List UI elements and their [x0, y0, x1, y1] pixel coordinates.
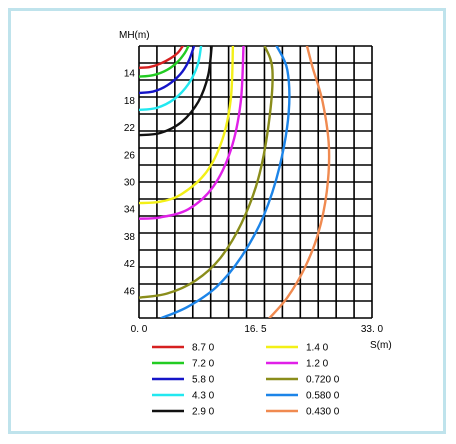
legend-label: 8.7 0	[192, 343, 215, 354]
x-axis-label: S(m)	[370, 340, 392, 351]
x-tick-label: 33. 0	[361, 324, 384, 335]
y-tick-label: 22	[124, 123, 136, 134]
y-tick-label: 18	[124, 96, 136, 107]
y-tick-labels: 14 18 22 26 30 34 38 42 46	[124, 69, 136, 298]
contour-line-7	[139, 46, 245, 220]
y-tick-label: 42	[124, 259, 136, 270]
x-tick-labels: 0. 0 16. 5 33. 0	[131, 324, 384, 335]
contour-line-5	[139, 46, 213, 137]
contour-line-6	[139, 46, 235, 205]
contour-line-2	[139, 46, 190, 78]
contour-line-9	[160, 46, 291, 318]
y-tick-label: 26	[124, 150, 136, 161]
legend-label: 7.2 0	[192, 359, 215, 370]
y-tick-label: 46	[124, 286, 136, 297]
x-tick-label: 0. 0	[131, 324, 148, 335]
y-tick-label: 34	[124, 205, 136, 216]
legend-label: 2.9 0	[192, 407, 215, 418]
legend-label: 1.4 0	[306, 343, 329, 354]
contour-line-4	[139, 46, 203, 112]
legend: 8.7 0 7.2 0 5.8 0 4.3 0 2.9 0 1.4 0 1.2 0 0.720…	[152, 343, 340, 418]
y-tick-label: 38	[124, 232, 136, 243]
y-tick-label: 14	[124, 69, 136, 80]
contour-line-1	[139, 46, 184, 69]
contour-line-8	[139, 46, 274, 299]
legend-label: 4.3 0	[192, 391, 215, 402]
chart-frame	[8, 8, 446, 434]
contour-line-10	[268, 46, 331, 318]
legend-label: 5.8 0	[192, 375, 215, 386]
contour-line-3	[139, 46, 196, 95]
chart-grid	[138, 45, 373, 319]
legend-label: 0.430 0	[306, 407, 340, 418]
legend-label: 1.2 0	[306, 359, 329, 370]
x-tick-label: 16. 5	[244, 324, 267, 335]
y-tick-label: 30	[124, 178, 136, 189]
y-axis-label: MH(m)	[119, 30, 150, 41]
contour-curves	[139, 46, 331, 318]
legend-label: 0.720 0	[306, 375, 340, 386]
legend-label: 0.580 0	[306, 391, 340, 402]
